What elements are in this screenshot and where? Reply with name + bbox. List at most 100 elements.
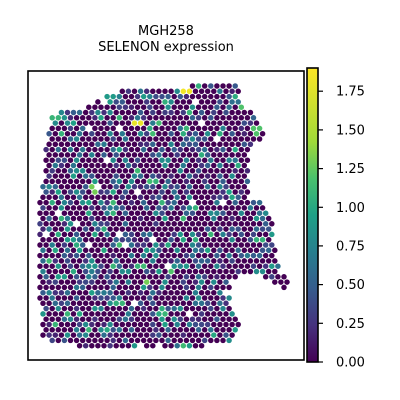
expression-spot (116, 178, 123, 185)
expression-spot (153, 168, 159, 174)
expression-spot (43, 146, 49, 153)
expression-spot (201, 157, 208, 163)
expression-spot (147, 221, 153, 227)
expression-spot (201, 242, 208, 248)
expression-spot (86, 231, 92, 238)
expression-spot (229, 332, 235, 338)
expression-spot (214, 93, 220, 100)
expression-spot (79, 115, 86, 121)
expression-spot (235, 173, 241, 179)
expression-spot (198, 247, 205, 254)
expression-spot (107, 226, 113, 232)
expression-spot (128, 316, 135, 322)
expression-spot (76, 247, 83, 254)
expression-spot (192, 194, 199, 201)
expression-spot (204, 152, 211, 158)
expression-spot (49, 231, 55, 238)
expression-spot (116, 136, 123, 142)
expression-spot (52, 183, 59, 190)
expression-spot (171, 263, 177, 269)
expression-spot (156, 205, 162, 211)
expression-spot (229, 226, 235, 232)
expression-spot (217, 109, 223, 116)
expression-spot (159, 305, 165, 312)
expression-spot (55, 115, 62, 121)
expression-spot (192, 183, 199, 190)
expression-spot (183, 157, 190, 163)
expression-spot (156, 88, 162, 95)
expression-spot (116, 242, 123, 248)
expression-spot (189, 242, 196, 248)
expression-spot (140, 295, 147, 301)
expression-spot (241, 141, 248, 148)
expression-spot (159, 178, 165, 185)
expression-spot (137, 141, 144, 148)
expression-spot (104, 199, 110, 206)
expression-spot (95, 141, 101, 148)
expression-spot (58, 130, 65, 137)
expression-spot (104, 274, 110, 280)
expression-spot (98, 157, 104, 163)
expression-spot (43, 210, 49, 216)
expression-spot (119, 205, 126, 211)
expression-spot (125, 226, 132, 232)
expression-spot (122, 125, 129, 132)
expression-spot (49, 210, 55, 216)
expression-spot (211, 183, 217, 190)
expression-spot (43, 316, 49, 322)
expression-spot (177, 168, 184, 174)
expression-spot (98, 252, 104, 259)
expression-spot (147, 199, 153, 206)
expression-spot (208, 295, 214, 301)
expression-spot (183, 199, 190, 206)
expression-spot (204, 226, 211, 232)
expression-spot (226, 316, 232, 322)
expression-spot (37, 231, 43, 238)
expression-spot (204, 279, 211, 285)
expression-spot (58, 332, 65, 338)
expression-spot (171, 93, 177, 100)
expression-spot (195, 274, 202, 280)
expression-spot (113, 215, 119, 222)
expression-spot (143, 215, 150, 222)
expression-spot (223, 205, 229, 211)
expression-spot (195, 104, 202, 110)
expression-spot (46, 247, 52, 254)
expression-spot (238, 199, 245, 206)
expression-spot (189, 115, 196, 121)
expression-spot (61, 327, 68, 333)
expression-spot (226, 210, 232, 216)
expression-spot (82, 247, 89, 254)
expression-spot (265, 215, 272, 222)
expression-spot (76, 141, 83, 148)
expression-spot (95, 279, 101, 285)
expression-spot (150, 332, 156, 338)
expression-spot (131, 236, 138, 243)
expression-spot (162, 332, 168, 338)
expression-spot (73, 146, 80, 153)
expression-spot (116, 210, 123, 216)
expression-spot (250, 231, 257, 238)
expression-spot (67, 295, 74, 301)
expression-spot (195, 305, 202, 312)
expression-spot (40, 258, 46, 264)
expression-spot (171, 189, 177, 195)
expression-spot (122, 284, 129, 291)
expression-spot (183, 189, 190, 195)
expression-spot (177, 295, 184, 301)
expression-spot (241, 226, 248, 232)
expression-spot (110, 337, 116, 344)
expression-spot (125, 173, 132, 179)
expression-spot (147, 316, 153, 322)
expression-spot (165, 168, 171, 174)
expression-spot (171, 305, 177, 312)
expression-spot (220, 168, 226, 174)
expression-spot (119, 109, 126, 116)
expression-spot (110, 242, 116, 248)
expression-spot (110, 263, 116, 269)
expression-spot (122, 274, 129, 280)
expression-spot (89, 321, 95, 328)
expression-spot (89, 311, 95, 317)
expression-spot (73, 252, 80, 259)
expression-spot (89, 258, 95, 264)
